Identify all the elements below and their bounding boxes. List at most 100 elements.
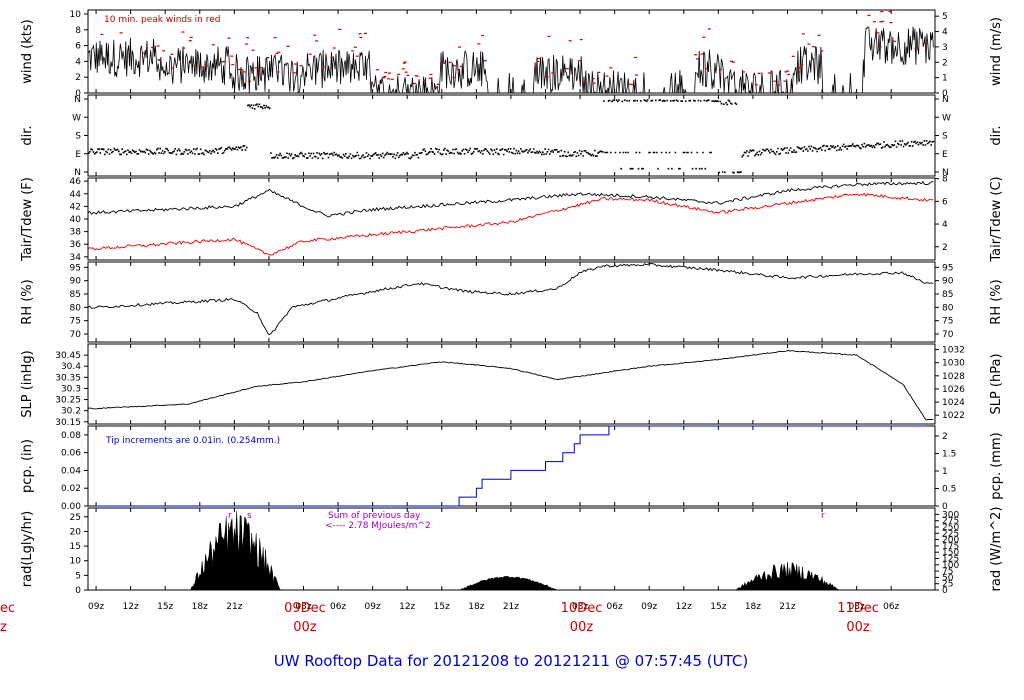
- ytick-right-label: N: [942, 168, 949, 178]
- ylabel-temp: Tair/Tdew (F): [20, 177, 35, 262]
- ytick-label: 0: [75, 586, 81, 596]
- ytick-right-label: 80: [942, 303, 954, 313]
- x-tick-label: 18z: [468, 602, 484, 612]
- chart-title: UW Rooftop Data for 20121208 to 20121211…: [274, 652, 748, 670]
- x-tick-label: 21z: [226, 602, 242, 612]
- ytick-right-label: 8: [942, 175, 948, 185]
- x-tick-label: 12z: [399, 602, 415, 612]
- rad-day-2: [458, 576, 558, 591]
- ytick-right-label: 1032: [942, 346, 965, 356]
- ytick-label: 36: [70, 240, 82, 250]
- rh-line: [87, 263, 934, 336]
- ytick-label: 80: [70, 303, 82, 313]
- slp-line: [87, 349, 934, 421]
- panel-frame-temp: [87, 177, 936, 261]
- x-tick-label: 09z: [88, 602, 104, 612]
- day-label-fragment: ec: [0, 601, 15, 616]
- ytick-right-label: 300: [942, 510, 959, 520]
- ytick-label: 8: [75, 26, 81, 36]
- ytick-label: 30.45: [55, 351, 81, 361]
- day-hour-label: 00z: [293, 620, 317, 635]
- ytick-label: W: [72, 113, 81, 123]
- rad-day-3: [734, 561, 840, 591]
- x-tick-label: 06z: [330, 602, 346, 612]
- day-label: 09Dec: [284, 601, 326, 616]
- ytick-label: 0.00: [61, 502, 81, 512]
- x-tick-label: 09z: [641, 602, 657, 612]
- panel-frame-dir: [87, 94, 936, 177]
- ytick-right-label: 1: [942, 467, 948, 477]
- ytick-label: 90: [70, 277, 82, 287]
- direction-dots: [88, 99, 935, 174]
- ylabel-rad: rad(Lgly/hr): [20, 511, 35, 587]
- wind-note: 10 min. peak winds in red: [104, 15, 221, 25]
- ytick-right-label: 0: [942, 502, 948, 512]
- ytick-label: 75: [70, 317, 81, 327]
- ytick-right-label: 250: [942, 523, 959, 533]
- ytick-right-label: 2: [942, 243, 948, 253]
- ytick-label: N: [74, 168, 81, 178]
- panel-slp: SLP (inHg) SLP (hPa): [20, 343, 1004, 425]
- ytick-right-label: 25: [942, 580, 953, 590]
- ytick-right-label: 0: [942, 89, 948, 99]
- ylabel-right-wind: wind (m/s): [989, 17, 1004, 86]
- panel-frame-slp: [87, 343, 936, 425]
- ytick-right-label: 1024: [942, 398, 965, 408]
- x-tick-label: 06z: [607, 602, 623, 612]
- ytick-right-label: 75: [942, 317, 953, 327]
- day-hour-label: 00z: [846, 620, 870, 635]
- day-label: 11Dec: [837, 601, 879, 616]
- pcp-note: Tip increments are 0.01in. (0.254mm.): [105, 436, 280, 446]
- ytick-label: 25: [70, 513, 81, 523]
- ylabel-slp: SLP (inHg): [20, 350, 35, 418]
- ytick-right-label: 90: [942, 277, 954, 287]
- x-tick-label: 03z: [572, 602, 588, 612]
- ytick-label: N: [74, 95, 81, 105]
- ytick-label: 6: [75, 42, 81, 52]
- ytick-label: 40: [70, 215, 82, 225]
- ylabel-rh: RH (%): [20, 279, 35, 324]
- temp-line-tair: [87, 181, 934, 218]
- x-tick-label: 18z: [745, 602, 761, 612]
- ytick-label: 5: [75, 571, 81, 581]
- rad-marker: r: [821, 511, 825, 521]
- ytick-label: 30.3: [61, 384, 81, 394]
- ylabel-right-temp: Tair/Tdew (C): [989, 176, 1004, 262]
- ytick-label: 10: [70, 10, 82, 20]
- ylabel-right-rad: rad (W/m^2): [989, 507, 1004, 592]
- day-hour-fragment: z: [0, 620, 7, 635]
- ylabel-right-slp: SLP (hPa): [989, 353, 1004, 414]
- ytick-label: 15: [70, 542, 81, 552]
- ytick-label: 95: [70, 263, 81, 273]
- ytick-right-label: 0: [942, 586, 948, 596]
- x-tick-label: 15z: [434, 602, 450, 612]
- ylabel-right-pcp: pcp. (mm): [989, 432, 1004, 499]
- ytick-right-label: 100: [942, 561, 959, 571]
- day-label: 10Dec: [561, 601, 603, 616]
- ytick-label: 4: [75, 57, 81, 67]
- ylabel-pcp: pcp. (in): [20, 439, 35, 493]
- panel-pcp: pcp. (in) pcp. (mm): [20, 425, 1004, 507]
- ytick-label: 30.2: [61, 407, 81, 417]
- ytick-right-label: 225: [942, 529, 959, 539]
- ytick-right-label: 175: [942, 542, 959, 552]
- ytick-right-label: 3: [942, 43, 948, 53]
- ytick-right-label: 50: [942, 573, 954, 583]
- ytick-right-label: 125: [942, 555, 959, 565]
- ytick-label: 30.35: [55, 373, 81, 383]
- x-tick-label: 15z: [710, 602, 726, 612]
- ytick-right-label: N: [942, 95, 949, 105]
- ytick-label: E: [75, 150, 81, 160]
- ytick-label: 42: [70, 202, 81, 212]
- ylabel-right-rh: RH (%): [989, 279, 1004, 324]
- pcp-line: [96, 425, 926, 507]
- panel-frame-rh: [87, 261, 936, 343]
- ytick-right-label: 95: [942, 263, 953, 273]
- x-tick-label: 06z: [883, 602, 899, 612]
- wind-trace: [87, 26, 934, 95]
- panel-frame-pcp: [87, 425, 936, 507]
- ytick-label: 34: [70, 253, 82, 263]
- day-hour-label: 00z: [570, 620, 594, 635]
- temp-line-tdew: [87, 192, 934, 256]
- ytick-right-label: 275: [942, 517, 959, 527]
